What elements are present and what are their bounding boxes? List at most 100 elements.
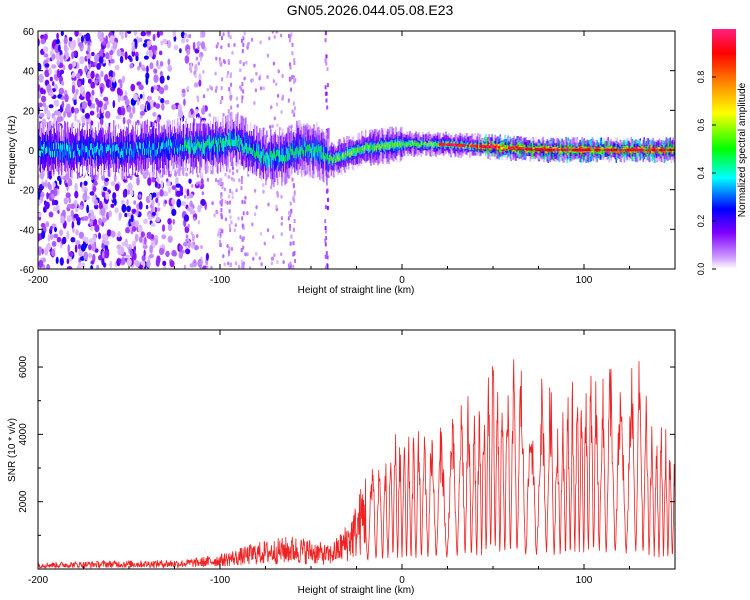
heatmap-cell bbox=[126, 212, 131, 217]
heatmap-cell bbox=[423, 143, 425, 149]
heatmap-cell bbox=[114, 183, 120, 192]
heatmap-cell bbox=[221, 185, 224, 189]
heatmap-cell bbox=[221, 141, 223, 148]
heatmap-cell bbox=[139, 93, 143, 99]
heatmap-cell bbox=[578, 146, 580, 150]
heatmap-cell bbox=[196, 234, 199, 238]
heatmap-cell bbox=[240, 248, 243, 252]
heatmap-cell bbox=[525, 142, 527, 152]
heatmap-cell bbox=[170, 139, 172, 146]
heatmap-cell bbox=[151, 45, 156, 53]
heatmap-cell bbox=[101, 250, 105, 259]
heatmap-cell bbox=[226, 244, 229, 248]
heatmap-cell bbox=[205, 252, 209, 261]
heatmap-cell bbox=[315, 146, 317, 153]
heatmap-cell bbox=[173, 44, 179, 51]
heatmap-cell bbox=[153, 74, 159, 83]
heatmap-cell bbox=[121, 148, 123, 155]
heatmap-cell bbox=[178, 251, 183, 259]
heatmap-cell bbox=[353, 148, 355, 153]
heatmap-cell bbox=[89, 150, 91, 157]
heatmap-cell bbox=[90, 226, 93, 231]
heatmap-cell bbox=[640, 145, 642, 152]
heatmap-cell bbox=[388, 144, 390, 149]
heatmap-cell bbox=[497, 144, 499, 148]
heatmap-cell bbox=[271, 124, 274, 129]
heatmap-cell bbox=[141, 147, 143, 154]
heatmap-cell bbox=[184, 194, 187, 199]
heatmap-cell bbox=[227, 109, 230, 113]
heatmap-cell bbox=[101, 242, 105, 250]
y-tick-label: 60 bbox=[23, 27, 35, 38]
heatmap-cell bbox=[281, 74, 284, 78]
heatmap-cell bbox=[434, 143, 436, 147]
heatmap-cell bbox=[312, 143, 314, 150]
heatmap-cell bbox=[290, 87, 292, 92]
heatmap-cell bbox=[482, 143, 484, 146]
heatmap-cell bbox=[325, 148, 327, 171]
heatmap-cell bbox=[218, 239, 221, 244]
heatmap-cell bbox=[183, 264, 187, 269]
heatmap-cell bbox=[158, 142, 160, 156]
heatmap-cell bbox=[168, 186, 171, 194]
heatmap-cell bbox=[132, 105, 136, 115]
heatmap-cell bbox=[211, 141, 213, 148]
heatmap-cell bbox=[474, 144, 477, 148]
heatmap-cell bbox=[229, 74, 232, 79]
heatmap-cell bbox=[226, 200, 229, 205]
heatmap-cell bbox=[45, 243, 51, 251]
heatmap-cell bbox=[159, 147, 161, 154]
heatmap-cell bbox=[241, 95, 244, 100]
heatmap-cell bbox=[324, 156, 326, 163]
heatmap-cell bbox=[171, 185, 177, 191]
heatmap-cell bbox=[220, 202, 223, 207]
heatmap-cell bbox=[116, 49, 122, 57]
heatmap-cell bbox=[262, 189, 265, 194]
heatmap-cell bbox=[298, 150, 300, 158]
heatmap-cell bbox=[104, 249, 110, 259]
heatmap-cell bbox=[117, 106, 123, 115]
heatmap-cell bbox=[380, 141, 382, 151]
heatmap-cell bbox=[47, 139, 49, 153]
heatmap-cell bbox=[73, 213, 79, 219]
heatmap-cell bbox=[273, 116, 277, 121]
heatmap-cell bbox=[293, 76, 295, 81]
heatmap-cell bbox=[58, 44, 61, 52]
heatmap-cell bbox=[252, 149, 254, 156]
heatmap-cell bbox=[53, 143, 55, 150]
heatmap-cell bbox=[306, 146, 308, 153]
heatmap-cell bbox=[192, 41, 196, 51]
x-tick-label: 0 bbox=[399, 275, 405, 286]
heatmap-cell bbox=[75, 88, 79, 95]
heatmap-cell bbox=[83, 251, 89, 261]
heatmap-cell bbox=[589, 148, 591, 155]
heatmap-cell bbox=[86, 204, 89, 214]
heatmap-cell bbox=[516, 145, 518, 149]
heatmap-cell bbox=[545, 150, 547, 154]
heatmap-cell bbox=[241, 199, 244, 204]
heatmap-cell bbox=[414, 140, 416, 144]
heatmap-cell bbox=[218, 57, 221, 62]
heatmap-cell bbox=[665, 146, 667, 152]
heatmap-cell bbox=[152, 146, 154, 160]
heatmap-cell bbox=[209, 144, 211, 152]
heatmap-cell bbox=[74, 112, 77, 122]
heatmap-cell bbox=[120, 95, 125, 102]
heatmap-cell bbox=[253, 144, 255, 151]
heatmap-cell bbox=[266, 53, 270, 58]
heatmap-cell bbox=[122, 116, 126, 125]
heatmap-cell bbox=[280, 142, 282, 164]
heatmap-cell bbox=[78, 32, 83, 37]
heatmap-cell bbox=[87, 78, 92, 84]
heatmap-cell bbox=[89, 94, 94, 102]
heatmap-cell bbox=[328, 157, 330, 165]
heatmap-cell bbox=[270, 261, 273, 266]
heatmap-cell bbox=[636, 150, 638, 154]
heatmap-cell bbox=[223, 187, 226, 192]
heatmap-cell bbox=[47, 234, 51, 242]
heatmap-cell bbox=[299, 148, 301, 155]
heatmap-cell bbox=[112, 181, 115, 187]
heatmap-cell bbox=[379, 144, 381, 149]
heatmap-cell bbox=[167, 218, 172, 225]
heatmap-cell bbox=[138, 150, 140, 157]
